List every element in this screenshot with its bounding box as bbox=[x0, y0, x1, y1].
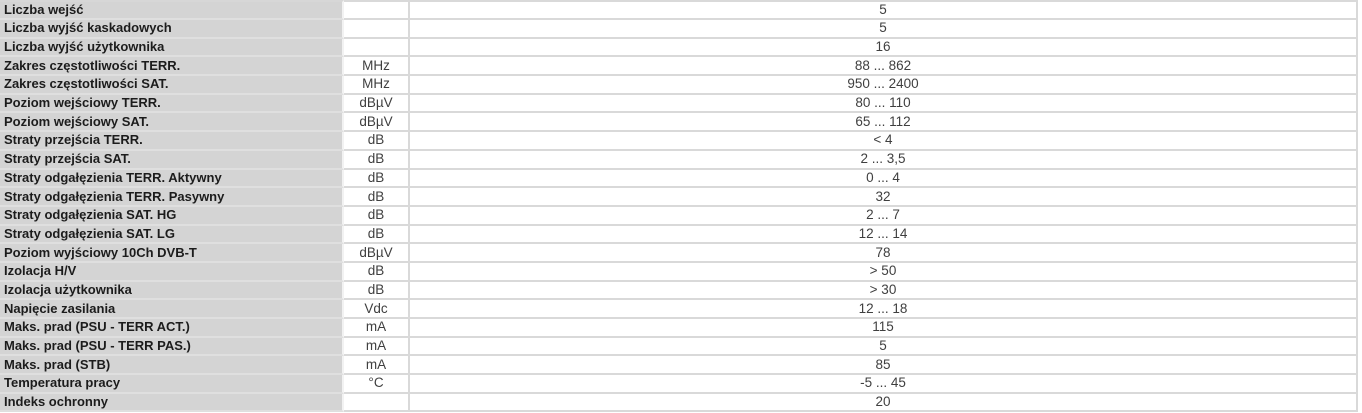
table-row: Liczba wyjść kaskadowych 5 bbox=[0, 20, 1358, 39]
spec-unit: dBµV bbox=[344, 113, 410, 133]
spec-unit: dBµV bbox=[344, 94, 410, 114]
table-row: Zakres częstotliwości SAT. MHz 950 ... 2… bbox=[0, 76, 1358, 95]
table-row: Temperatura pracy °C -5 ... 45 bbox=[0, 375, 1358, 394]
spec-parameter-label: Straty przejścia SAT. bbox=[0, 150, 344, 170]
spec-value: 115 bbox=[410, 319, 1358, 338]
spec-value: 5 bbox=[410, 0, 1358, 20]
spec-parameter-label: Liczba wejść bbox=[0, 0, 344, 20]
spec-unit: mA bbox=[344, 337, 410, 357]
spec-parameter-label: Izolacja użytkownika bbox=[0, 281, 344, 301]
spec-parameter-label: Straty odgałęzienia SAT. HG bbox=[0, 206, 344, 226]
spec-parameter-label: Maks. prad (PSU - TERR ACT.) bbox=[0, 319, 344, 338]
table-row: Straty odgałęzienia TERR. Pasywny dB 32 bbox=[0, 188, 1358, 207]
spec-parameter-label: Maks. prad (STB) bbox=[0, 356, 344, 376]
spec-parameter-label: Temperatura pracy bbox=[0, 375, 344, 394]
spec-parameter-label: Liczba wyjść kaskadowych bbox=[0, 20, 344, 39]
spec-value: > 50 bbox=[410, 262, 1358, 282]
table-row: Maks. prad (PSU - TERR PAS.) mA 5 bbox=[0, 337, 1358, 357]
spec-parameter-label: Straty odgałęzienia TERR. Pasywny bbox=[0, 188, 344, 207]
spec-unit: dB bbox=[344, 206, 410, 226]
spec-unit: dB bbox=[344, 132, 410, 151]
spec-parameter-label: Izolacja H/V bbox=[0, 262, 344, 282]
table-row: Zakres częstotliwości TERR. MHz 88 ... 8… bbox=[0, 57, 1358, 77]
spec-parameter-label: Poziom wejściowy SAT. bbox=[0, 113, 344, 133]
spec-parameter-label: Liczba wyjść użytkownika bbox=[0, 38, 344, 58]
spec-unit bbox=[344, 0, 410, 20]
spec-value: 80 ... 110 bbox=[410, 94, 1358, 114]
spec-value: 85 bbox=[410, 356, 1358, 376]
spec-unit: mA bbox=[344, 319, 410, 338]
spec-unit: °C bbox=[344, 375, 410, 394]
spec-parameter-label: Napięcie zasilania bbox=[0, 300, 344, 319]
spec-unit: MHz bbox=[344, 57, 410, 77]
spec-unit bbox=[344, 20, 410, 39]
table-row: Maks. prad (PSU - TERR ACT.) mA 115 bbox=[0, 319, 1358, 338]
table-row: Straty odgałęzienia TERR. Aktywny dB 0 .… bbox=[0, 169, 1358, 189]
table-row: Straty przejścia TERR. dB < 4 bbox=[0, 132, 1358, 151]
spec-unit: dB bbox=[344, 188, 410, 207]
spec-parameter-label: Maks. prad (PSU - TERR PAS.) bbox=[0, 337, 344, 357]
table-row: Straty odgałęzienia SAT. HG dB 2 ... 7 bbox=[0, 206, 1358, 226]
spec-value: 20 bbox=[410, 393, 1358, 413]
spec-value: 2 ... 7 bbox=[410, 206, 1358, 226]
table-row: Izolacja H/V dB > 50 bbox=[0, 262, 1358, 282]
spec-value: 32 bbox=[410, 188, 1358, 207]
table-row: Poziom wejściowy SAT. dBµV 65 ... 112 bbox=[0, 113, 1358, 133]
spec-parameter-label: Straty odgałęzienia TERR. Aktywny bbox=[0, 169, 344, 189]
spec-value: 12 ... 18 bbox=[410, 300, 1358, 319]
spec-parameter-label: Zakres częstotliwości SAT. bbox=[0, 76, 344, 95]
spec-parameter-label: Indeks ochronny bbox=[0, 393, 344, 413]
spec-value: 65 ... 112 bbox=[410, 113, 1358, 133]
table-row: Poziom wyjściowy 10Ch DVB-T dBµV 78 bbox=[0, 244, 1358, 263]
table-row: Maks. prad (STB) mA 85 bbox=[0, 356, 1358, 376]
spec-value: 16 bbox=[410, 38, 1358, 58]
spec-value: -5 ... 45 bbox=[410, 375, 1358, 394]
spec-parameter-label: Poziom wyjściowy 10Ch DVB-T bbox=[0, 244, 344, 263]
spec-value: 5 bbox=[410, 337, 1358, 357]
spec-parameter-label: Straty odgałęzienia SAT. LG bbox=[0, 225, 344, 245]
spec-unit: dB bbox=[344, 150, 410, 170]
spec-value: 88 ... 862 bbox=[410, 57, 1358, 77]
table-row: Indeks ochronny 20 bbox=[0, 393, 1358, 413]
table-row: Poziom wejściowy TERR. dBµV 80 ... 110 bbox=[0, 94, 1358, 114]
spec-unit bbox=[344, 38, 410, 58]
spec-value: 12 ... 14 bbox=[410, 225, 1358, 245]
spec-unit: dB bbox=[344, 169, 410, 189]
table-row: Liczba wyjść użytkownika 16 bbox=[0, 38, 1358, 58]
spec-value: 2 ... 3,5 bbox=[410, 150, 1358, 170]
spec-unit: dB bbox=[344, 281, 410, 301]
table-row: Napięcie zasilania Vdc 12 ... 18 bbox=[0, 300, 1358, 319]
table-row: Straty przejścia SAT. dB 2 ... 3,5 bbox=[0, 150, 1358, 170]
spec-unit: dBµV bbox=[344, 244, 410, 263]
spec-value: > 30 bbox=[410, 281, 1358, 301]
spec-value: 5 bbox=[410, 20, 1358, 39]
spec-unit: Vdc bbox=[344, 300, 410, 319]
spec-value: 78 bbox=[410, 244, 1358, 263]
table-row: Izolacja użytkownika dB > 30 bbox=[0, 281, 1358, 301]
spec-value: < 4 bbox=[410, 132, 1358, 151]
spec-unit: MHz bbox=[344, 76, 410, 95]
spec-unit: mA bbox=[344, 356, 410, 376]
spec-parameter-label: Poziom wejściowy TERR. bbox=[0, 94, 344, 114]
spec-unit bbox=[344, 393, 410, 413]
spec-value: 950 ... 2400 bbox=[410, 76, 1358, 95]
table-row: Liczba wejść 5 bbox=[0, 0, 1358, 20]
table-row: Straty odgałęzienia SAT. LG dB 12 ... 14 bbox=[0, 225, 1358, 245]
spec-parameter-label: Zakres częstotliwości TERR. bbox=[0, 57, 344, 77]
spec-unit: dB bbox=[344, 225, 410, 245]
spec-parameter-label: Straty przejścia TERR. bbox=[0, 132, 344, 151]
spec-value: 0 ... 4 bbox=[410, 169, 1358, 189]
spec-unit: dB bbox=[344, 262, 410, 282]
